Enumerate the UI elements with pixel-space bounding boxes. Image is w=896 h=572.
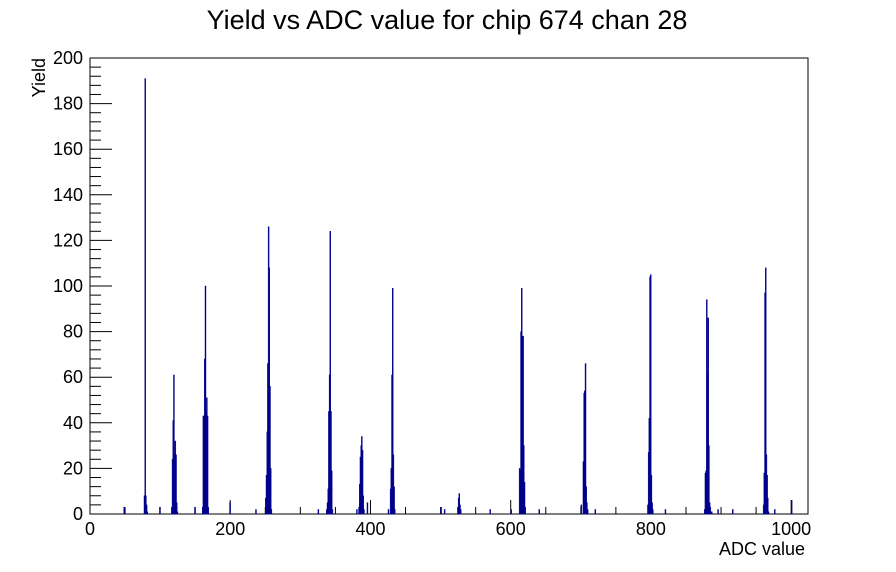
- histogram-bar: [585, 486, 587, 515]
- x-tick-label: 400: [355, 519, 385, 539]
- histogram-bar: [393, 486, 395, 515]
- histogram-bar: [717, 509, 719, 515]
- histogram-bar: [229, 502, 231, 515]
- histogram-bar: [207, 506, 209, 515]
- x-tick-label: 0: [85, 519, 95, 539]
- histogram-bar: [711, 511, 713, 515]
- histogram-bar: [489, 509, 491, 515]
- histogram-bar: [664, 509, 667, 515]
- histogram-bar: [356, 509, 358, 515]
- histogram-bar: [146, 511, 148, 515]
- histogram-bar: [524, 506, 526, 515]
- histogram-bar: [767, 497, 769, 515]
- histogram-bar: [651, 502, 653, 515]
- histogram-bar: [766, 475, 768, 515]
- histogram-bar: [159, 506, 161, 515]
- y-tick-label: 140: [53, 185, 83, 205]
- y-tick-label: 120: [53, 230, 83, 250]
- histogram-bar: [317, 509, 320, 515]
- histogram-bar: [361, 449, 364, 515]
- x-axis-label: ADC value: [719, 539, 805, 559]
- x-tick-label: 600: [496, 519, 526, 539]
- x-tick-label: 800: [636, 519, 666, 539]
- histogram-bar: [144, 78, 146, 515]
- y-tick-label: 200: [53, 48, 83, 68]
- histogram-bar: [594, 509, 597, 515]
- histogram-bar: [330, 411, 332, 515]
- histogram-bar: [732, 509, 734, 515]
- histogram-bar: [458, 493, 461, 515]
- histogram-bar: [331, 470, 333, 515]
- histogram-bar: [394, 509, 396, 515]
- histogram-bar: [443, 509, 446, 515]
- x-tick-label: 200: [215, 519, 245, 539]
- y-tick-label: 0: [73, 504, 83, 524]
- histogram-bar: [176, 511, 179, 515]
- y-tick-label: 80: [63, 322, 83, 342]
- x-tick-label: 1000: [771, 519, 811, 539]
- histogram-bar: [440, 506, 442, 515]
- histogram-bar: [387, 509, 390, 515]
- y-axis-label: Yield: [29, 58, 49, 97]
- histogram-bar: [270, 468, 272, 515]
- histogram-bar: [523, 481, 526, 515]
- histogram-bar: [650, 475, 653, 515]
- histogram-bar: [123, 506, 125, 515]
- histogram-bar: [269, 386, 271, 515]
- histogram-bar: [790, 500, 793, 515]
- histogram-bar: [331, 509, 334, 515]
- y-tick-label: 180: [53, 94, 83, 114]
- histogram-bar: [329, 231, 332, 515]
- histogram-bar: [255, 509, 257, 515]
- histogram-bar: [707, 317, 709, 515]
- histogram-bar: [175, 454, 177, 515]
- histogram-bar: [580, 504, 583, 515]
- y-tick-label: 20: [63, 458, 83, 478]
- y-tick-label: 40: [63, 413, 83, 433]
- y-tick-label: 100: [53, 276, 83, 296]
- histogram-bar: [650, 274, 652, 515]
- histogram-bar: [774, 509, 776, 515]
- histogram-bar: [145, 504, 148, 515]
- histogram-bar: [363, 509, 365, 515]
- axis-ticks: 0 20 40 60 80 100 120 140 160 180 200 0 200 400 600 800…: [53, 48, 811, 539]
- histogram-bar: [523, 445, 525, 515]
- histogram-bar: [173, 374, 175, 515]
- chart-title: Yield vs ADC value for chip 674 chan 28: [207, 5, 688, 35]
- histogram-bar: [392, 288, 394, 515]
- histogram-bar: [767, 511, 770, 515]
- histogram-bar: [765, 267, 767, 515]
- histogram-bar: [460, 509, 462, 515]
- histogram-bar: [538, 509, 540, 515]
- histogram-bar: [392, 454, 395, 515]
- histogram-bar: [176, 502, 178, 515]
- histogram-bars: [123, 78, 793, 515]
- histogram-bar: [586, 502, 588, 515]
- histogram-bar: [204, 285, 207, 515]
- plot-frame: [89, 57, 809, 515]
- histogram-bar: [194, 506, 196, 515]
- histogram-bar: [586, 509, 589, 515]
- histogram-bar: [362, 495, 364, 515]
- histogram-bar: [510, 509, 512, 515]
- histogram-bar: [709, 506, 712, 515]
- histogram-bar: [366, 502, 369, 515]
- histogram-bar: [652, 509, 654, 515]
- histogram-bar: [206, 415, 209, 515]
- y-tick-label: 60: [63, 367, 83, 387]
- histogram-bar: [270, 509, 273, 515]
- histogram-bar: [708, 445, 710, 515]
- histogram-bar: [584, 363, 587, 515]
- histogram-bar: [522, 335, 524, 515]
- y-tick-label: 160: [53, 139, 83, 159]
